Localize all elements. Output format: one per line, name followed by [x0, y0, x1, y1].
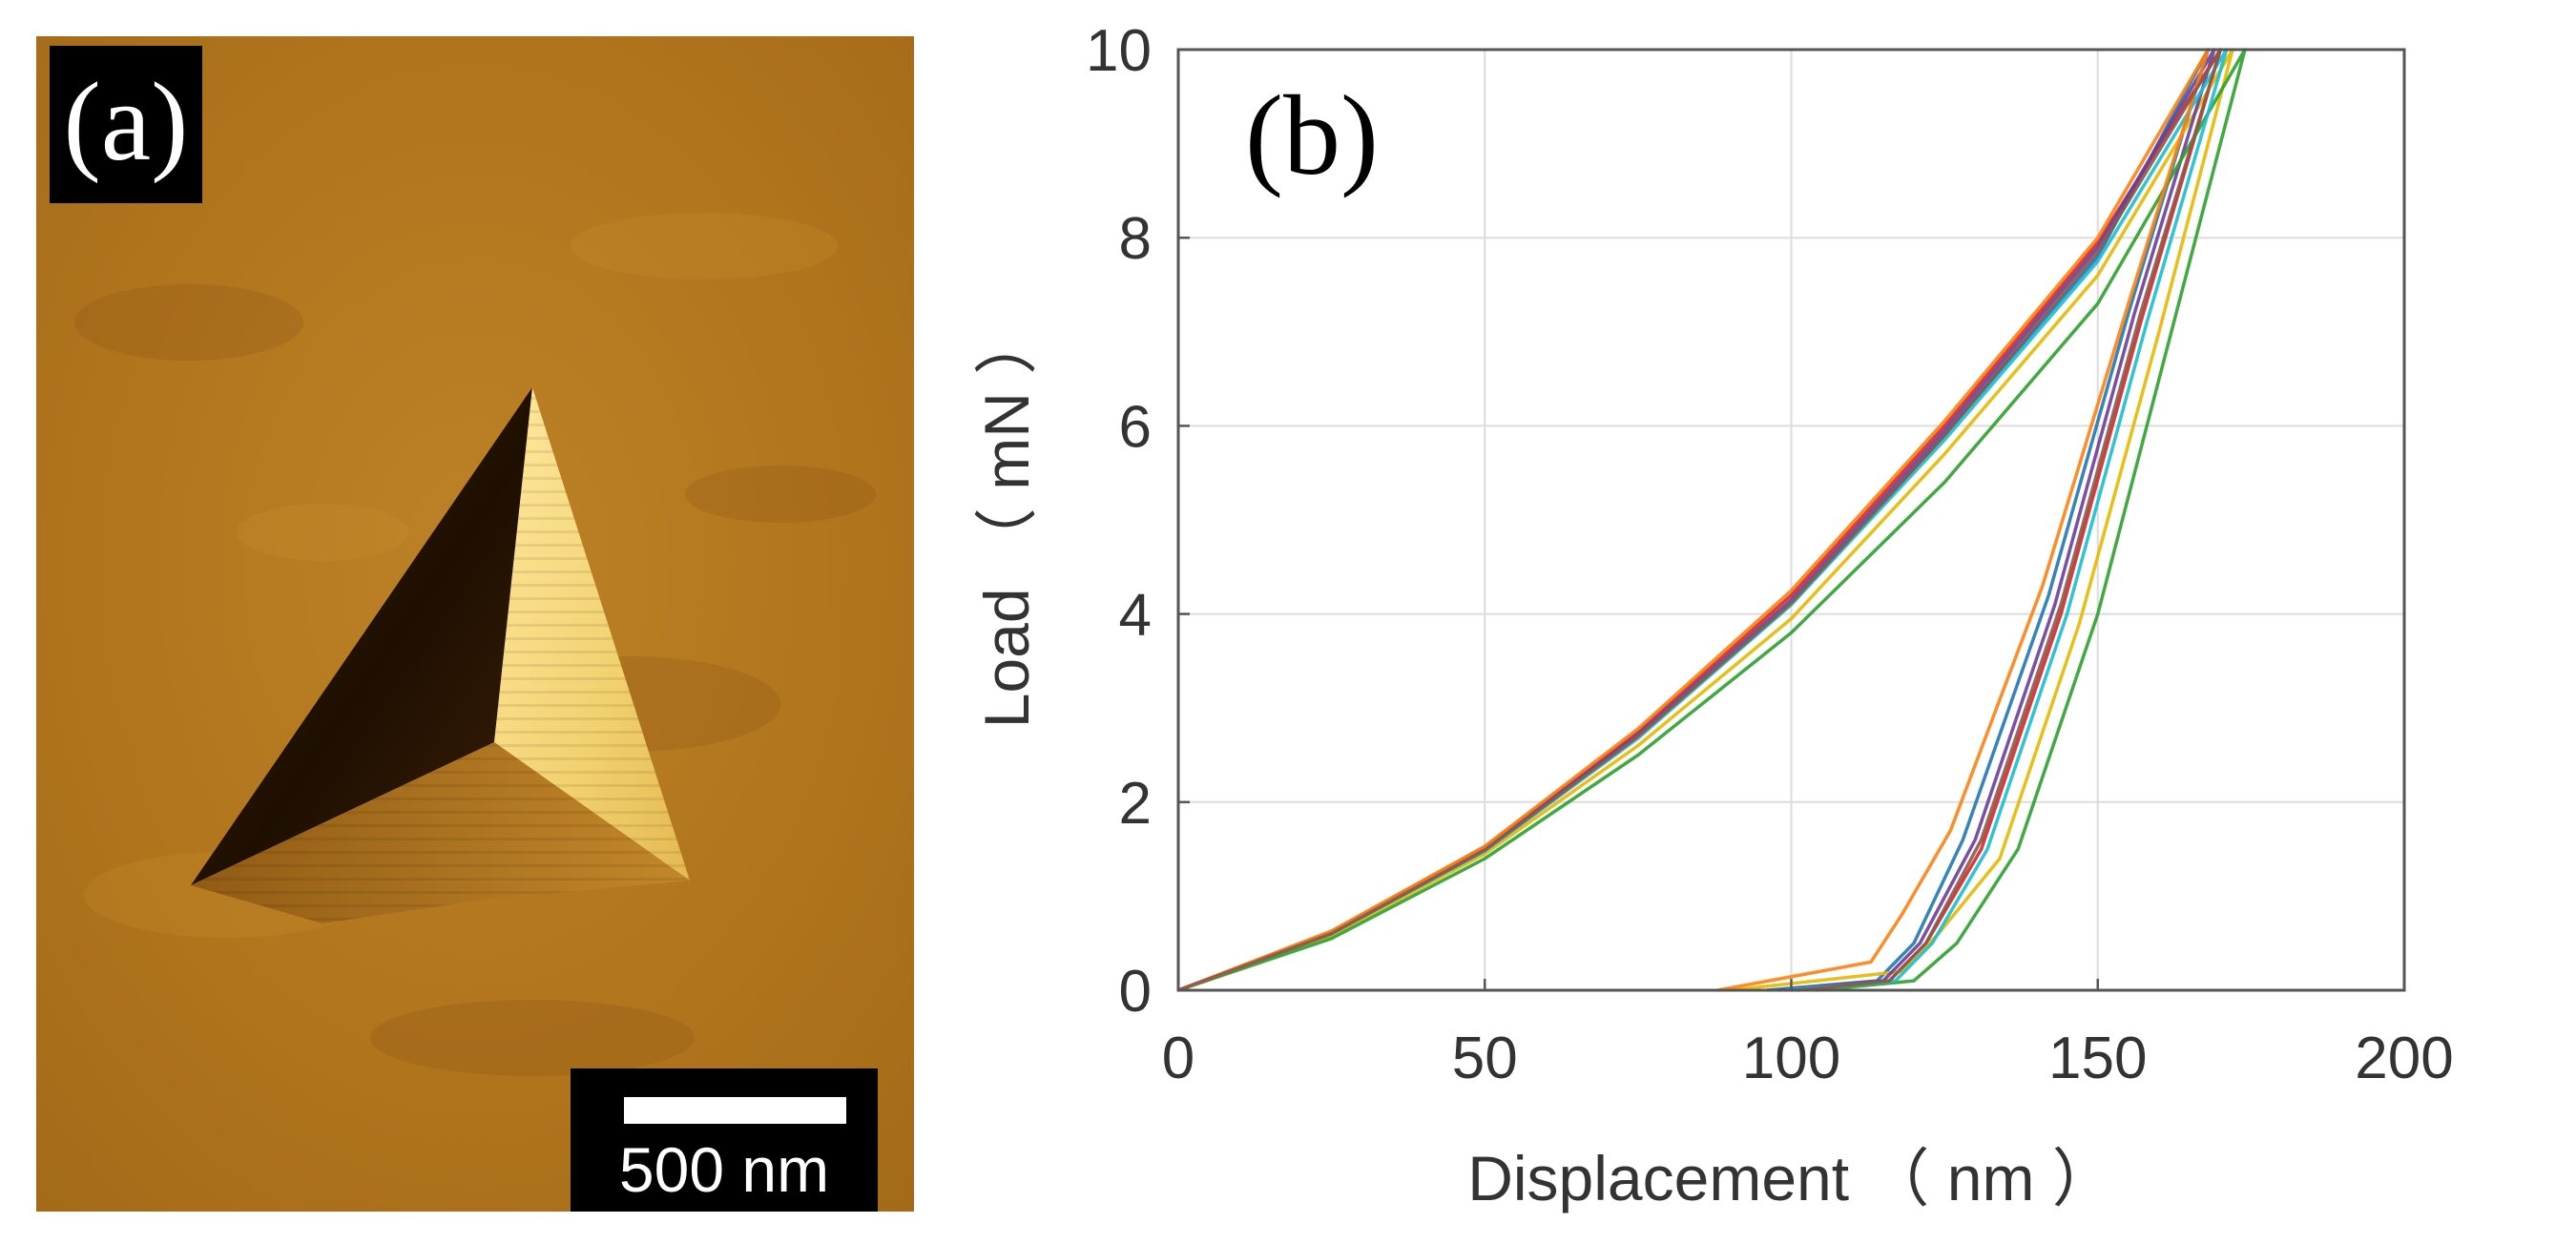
x-tick-label-0: 0: [1162, 1026, 1195, 1091]
x-tick-label-3: 150: [2048, 1026, 2147, 1091]
series-line-curve-3: [1177, 48, 2234, 992]
y-tick-label-1: 2: [1119, 771, 1152, 837]
series-lines: [1177, 48, 2247, 992]
panel-a-label: (a): [63, 59, 189, 184]
series-line-curve-7: [1177, 48, 2211, 992]
y-tick-label-3: 6: [1119, 394, 1152, 460]
y-tick-label-0: 0: [1119, 959, 1152, 1025]
series-line-curve-5: [1177, 48, 2247, 992]
indent-bright-face-texture: [494, 387, 690, 881]
scale-bar: 500 nm: [571, 1068, 878, 1212]
surface-texture: [74, 213, 876, 1076]
y-tick-label-5: 10: [1086, 18, 1152, 84]
panel-a-label-box: (a): [50, 46, 202, 203]
afm-image: [36, 36, 914, 1212]
x-axis-label: Displacement （ nm ）: [1467, 1143, 2115, 1213]
x-tick-label-2: 100: [1742, 1026, 1840, 1091]
afm-image-panel: (a) 500 nm: [36, 36, 914, 1212]
scale-bar-line: [624, 1097, 846, 1124]
series-line-curve-8: [1177, 48, 2223, 992]
panel-b-label: (b): [1245, 72, 1379, 198]
y-tick-label-4: 8: [1119, 206, 1152, 272]
indent-mid-face-texture: [191, 742, 690, 923]
y-tick-label-2: 4: [1119, 583, 1152, 649]
y-axis-label: Load （ mN ）: [971, 312, 1042, 728]
indent-dark-face: [191, 387, 532, 885]
x-tick-label-4: 200: [2355, 1026, 2453, 1091]
load-displacement-panel: 0 50 100 150 200 0 2 4 6 8 10 Displacement （ nm ）…: [916, 0, 2576, 1239]
y-tick-labels: 0 2 4 6 8 10: [1086, 18, 1190, 1025]
scale-bar-label: 500 nm: [618, 1134, 830, 1205]
load-displacement-chart: 0 50 100 150 200 0 2 4 6 8 10 Displacement （ nm ）…: [971, 18, 2454, 1213]
x-tick-label-1: 50: [1452, 1026, 1518, 1091]
x-tick-labels: 0 50 100 150 200: [1162, 979, 2454, 1091]
